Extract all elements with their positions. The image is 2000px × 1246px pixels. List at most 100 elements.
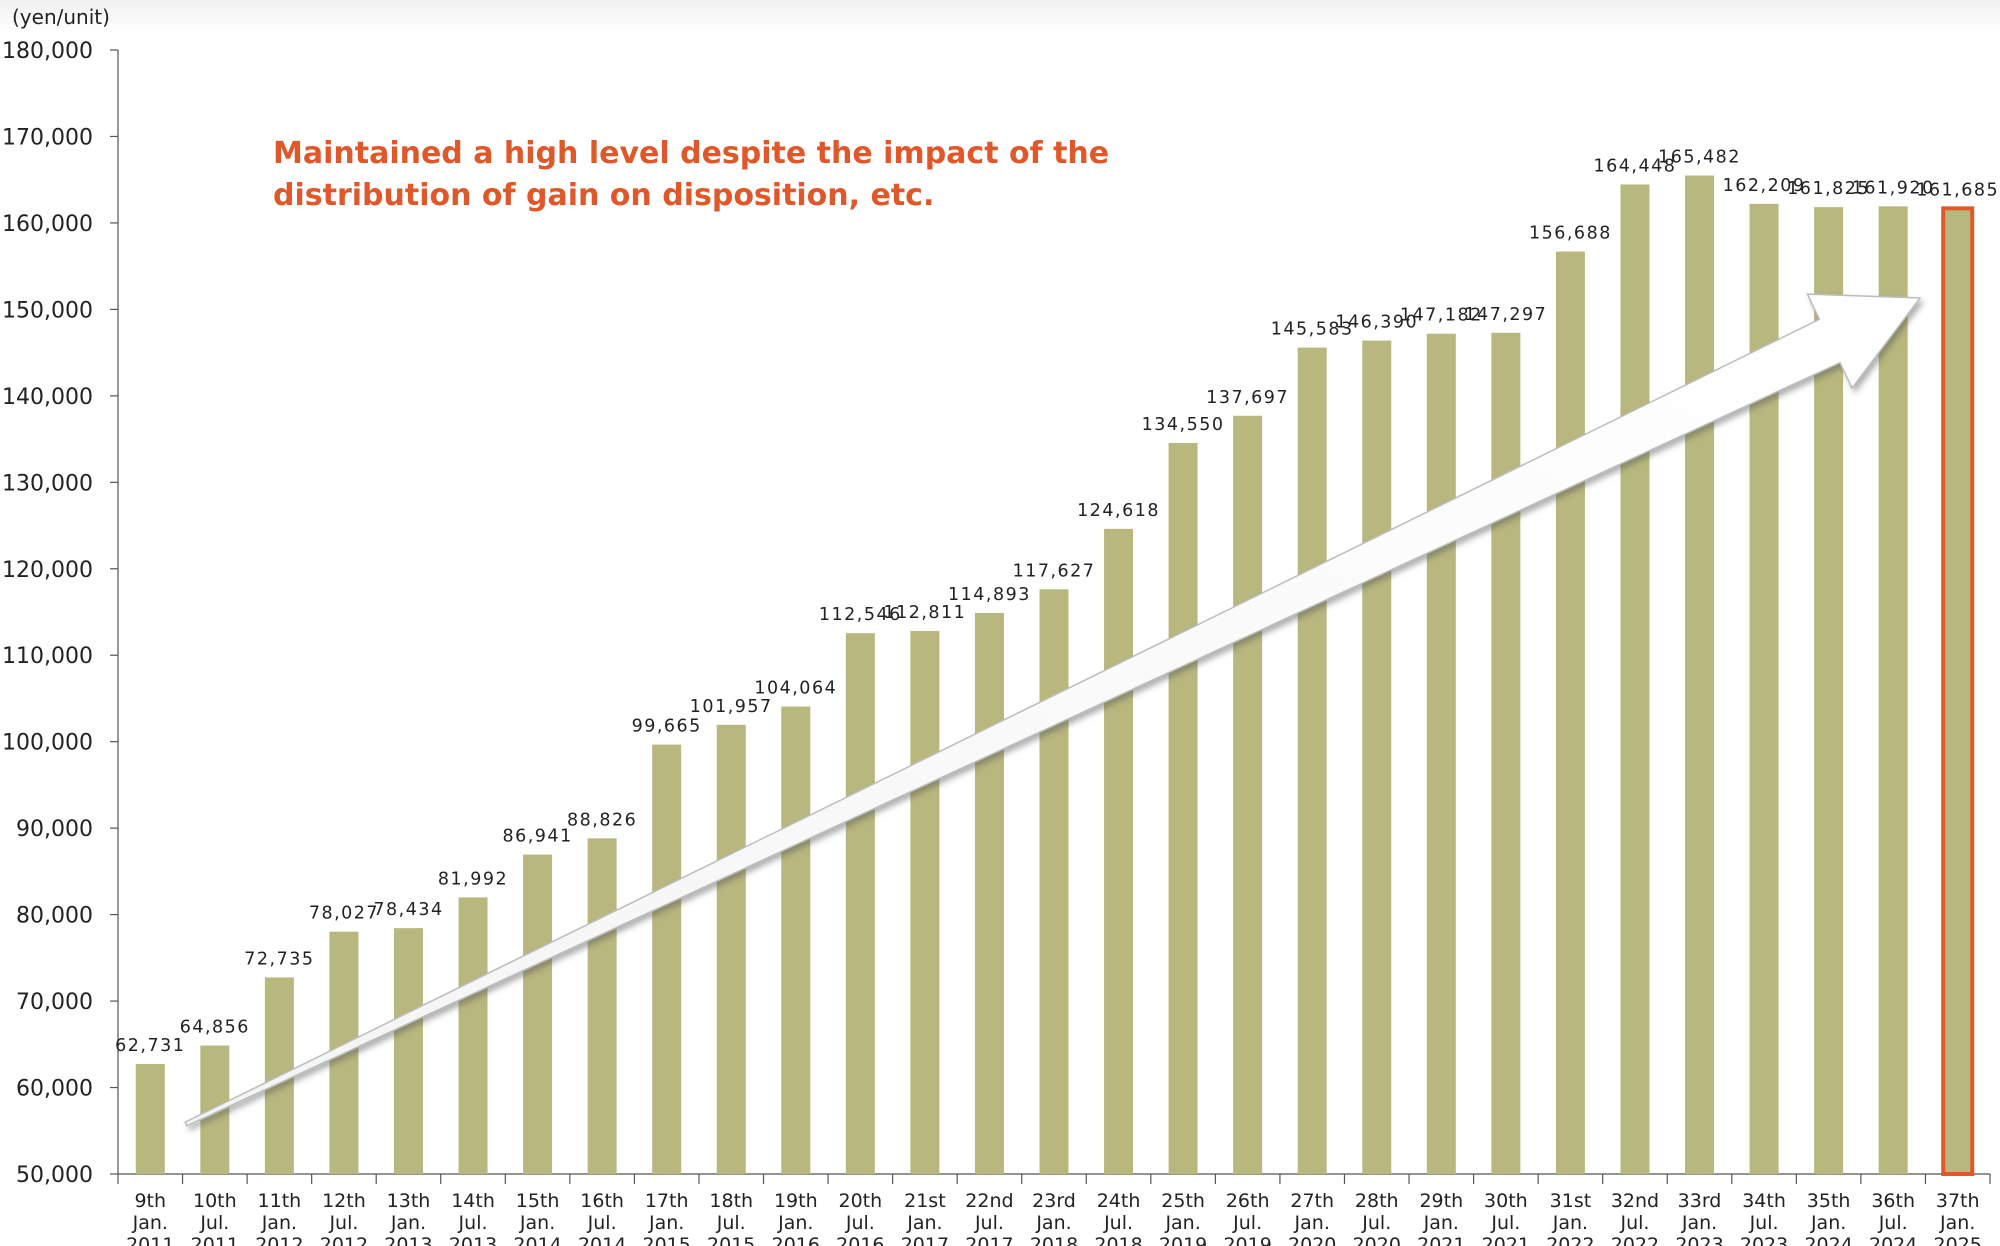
value-label: 78,027 bbox=[309, 904, 379, 924]
x-category-label: 2015 bbox=[707, 1234, 755, 1246]
bar-22nd bbox=[974, 612, 1004, 1174]
x-category-label: 35th bbox=[1807, 1190, 1851, 1212]
y-tick-label: 120,000 bbox=[2, 558, 93, 583]
bar-23rd bbox=[1039, 589, 1069, 1174]
x-category-label: Jan. bbox=[1423, 1212, 1459, 1234]
x-category-label: Jan. bbox=[906, 1212, 942, 1234]
x-category-label: Jan. bbox=[1294, 1212, 1330, 1234]
x-category-label: 2020 bbox=[1353, 1234, 1401, 1246]
annotation-line-2: distribution of gain on disposition, etc… bbox=[273, 178, 934, 213]
y-tick-label: 110,000 bbox=[2, 644, 93, 669]
x-category-label: Jul. bbox=[845, 1212, 875, 1234]
x-category-label: 2021 bbox=[1417, 1234, 1465, 1246]
bar-21st bbox=[910, 630, 940, 1174]
value-label: 72,735 bbox=[244, 949, 314, 969]
value-label: 88,826 bbox=[567, 810, 637, 830]
y-axis-unit-label: (yen/unit) bbox=[12, 5, 110, 29]
y-tick-label: 60,000 bbox=[16, 1077, 93, 1102]
x-category-label: 2018 bbox=[1094, 1234, 1142, 1246]
x-category-label: 10th bbox=[193, 1190, 237, 1212]
bar-16th bbox=[587, 838, 617, 1174]
x-category-label: 31st bbox=[1550, 1190, 1592, 1212]
y-tick-label: 150,000 bbox=[2, 298, 93, 323]
bar-27th bbox=[1297, 347, 1327, 1174]
bar-14th bbox=[458, 897, 488, 1174]
x-category-label: Jul. bbox=[974, 1212, 1004, 1234]
x-category-label: Jan. bbox=[132, 1212, 168, 1234]
x-category-label: 2018 bbox=[1030, 1234, 1078, 1246]
value-label: 104,064 bbox=[754, 679, 837, 699]
value-label: 147,182 bbox=[1400, 306, 1483, 326]
x-category-label: 2024 bbox=[1869, 1234, 1917, 1246]
x-category-label: 2012 bbox=[255, 1234, 303, 1246]
x-category-label: 2016 bbox=[772, 1234, 820, 1246]
bar-9th bbox=[135, 1063, 165, 1174]
x-category-label: 36th bbox=[1871, 1190, 1915, 1212]
x-category-label: 2021 bbox=[1482, 1234, 1530, 1246]
x-category-label: Jul. bbox=[1361, 1212, 1391, 1234]
trend-arrow bbox=[184, 293, 1922, 1127]
y-tick-label: 180,000 bbox=[2, 39, 93, 64]
y-tick-label: 80,000 bbox=[16, 904, 93, 929]
value-label: 62,731 bbox=[115, 1036, 185, 1056]
x-category-label: Jan. bbox=[1681, 1212, 1717, 1234]
x-category-label: Jul. bbox=[1619, 1212, 1649, 1234]
annotation-line-1: Maintained a high level despite the impa… bbox=[273, 136, 1109, 171]
x-category-label: 19th bbox=[774, 1190, 818, 1212]
x-category-label: 2022 bbox=[1611, 1234, 1659, 1246]
x-category-label: 2013 bbox=[449, 1234, 497, 1246]
x-category-label: 17th bbox=[645, 1190, 689, 1212]
bar-18th bbox=[716, 724, 746, 1174]
x-category-label: Jul. bbox=[1749, 1212, 1779, 1234]
value-label: 101,957 bbox=[690, 697, 773, 717]
x-category-label: Jan. bbox=[648, 1212, 684, 1234]
x-category-label: Jul. bbox=[1490, 1212, 1520, 1234]
x-category-label: 24th bbox=[1097, 1190, 1141, 1212]
x-category-label: 2022 bbox=[1546, 1234, 1594, 1246]
x-category-label: Jan. bbox=[390, 1212, 426, 1234]
x-category-label: Jul. bbox=[458, 1212, 488, 1234]
y-tick-label: 70,000 bbox=[16, 990, 93, 1015]
bar-36th bbox=[1878, 206, 1908, 1175]
x-category-label: 16th bbox=[580, 1190, 624, 1212]
value-label: 112,546 bbox=[819, 605, 902, 625]
x-category-label: 34th bbox=[1742, 1190, 1786, 1212]
y-tick-label: 140,000 bbox=[2, 385, 93, 410]
x-category-label: 2016 bbox=[836, 1234, 884, 1246]
value-label: 99,665 bbox=[632, 717, 702, 737]
x-category-label: 2017 bbox=[965, 1234, 1013, 1246]
x-category-label: 13th bbox=[387, 1190, 431, 1212]
x-category-label: 30th bbox=[1484, 1190, 1528, 1212]
x-category-label: 29th bbox=[1419, 1190, 1463, 1212]
bar-29th bbox=[1426, 333, 1456, 1174]
x-category-label: 15th bbox=[516, 1190, 560, 1212]
value-label: 147,297 bbox=[1464, 305, 1547, 325]
value-label: 117,627 bbox=[1013, 561, 1096, 581]
value-label: 86,941 bbox=[502, 827, 572, 847]
bar-26th bbox=[1233, 415, 1263, 1174]
x-category-label: 2014 bbox=[578, 1234, 626, 1246]
value-label: 164,448 bbox=[1594, 156, 1677, 176]
bar-19th bbox=[781, 706, 811, 1174]
value-label: 64,856 bbox=[180, 1018, 250, 1038]
x-category-label: 22nd bbox=[965, 1190, 1013, 1212]
bar-17th bbox=[652, 744, 682, 1174]
x-category-label: 18th bbox=[709, 1190, 753, 1212]
x-category-label: 12th bbox=[322, 1190, 366, 1212]
y-tick-label: 160,000 bbox=[2, 212, 93, 237]
y-tick-label: 130,000 bbox=[2, 471, 93, 496]
bar-13th bbox=[393, 928, 423, 1174]
x-category-label: Jul. bbox=[1878, 1212, 1908, 1234]
x-category-label: Jul. bbox=[328, 1212, 358, 1234]
x-category-label: 2015 bbox=[643, 1234, 691, 1246]
bar-31st bbox=[1555, 251, 1585, 1174]
x-category-label: Jul. bbox=[587, 1212, 617, 1234]
x-category-label: 9th bbox=[134, 1190, 166, 1212]
value-label: 161,825 bbox=[1787, 179, 1870, 199]
bar-20th bbox=[845, 633, 875, 1174]
x-category-label: 25th bbox=[1161, 1190, 1205, 1212]
value-label: 78,434 bbox=[373, 900, 443, 920]
value-label: 112,811 bbox=[883, 603, 966, 623]
bar-28th bbox=[1362, 340, 1392, 1174]
x-category-label: 28th bbox=[1355, 1190, 1399, 1212]
